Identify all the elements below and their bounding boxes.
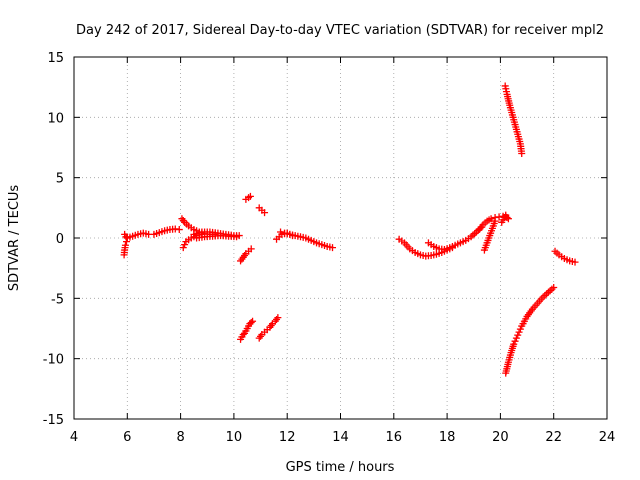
x-tick-label: 24	[599, 430, 616, 445]
data-point	[261, 209, 269, 217]
data-point	[247, 318, 255, 326]
data-point	[548, 285, 556, 293]
y-tick-labels: -15 -10 -5 0 5 10 15	[43, 51, 64, 428]
x-tick-label: 20	[492, 430, 509, 445]
data-point	[476, 225, 484, 233]
data-point	[550, 283, 558, 291]
data-point	[504, 215, 512, 223]
data-point	[239, 331, 247, 339]
data-point	[329, 244, 337, 252]
data-point	[471, 230, 479, 238]
data-point	[516, 325, 524, 333]
y-tick-label: -10	[43, 353, 64, 368]
data-point	[175, 226, 183, 234]
data-points	[120, 82, 579, 377]
data-point	[487, 215, 495, 223]
data-point	[179, 244, 187, 252]
data-point	[546, 287, 554, 295]
data-point	[491, 217, 499, 225]
data-point	[246, 192, 254, 200]
y-tick-label: -15	[43, 413, 64, 428]
y-tick-label: -5	[51, 292, 64, 307]
data-point	[514, 331, 522, 339]
data-point	[181, 241, 189, 249]
data-point	[274, 314, 282, 322]
chart-title: Day 242 of 2017, Sidereal Day-to-day VTE…	[76, 23, 604, 38]
x-tick-label: 4	[70, 430, 78, 445]
x-tick-label: 14	[332, 430, 349, 445]
y-tick-label: 5	[56, 172, 64, 187]
x-tick-label: 16	[386, 430, 403, 445]
data-point	[247, 245, 255, 253]
x-tick-label: 6	[123, 430, 131, 445]
grid-lines	[74, 57, 607, 419]
x-tick-label: 22	[545, 430, 562, 445]
x-tick-label: 12	[279, 430, 296, 445]
y-tick-label: 10	[47, 111, 64, 126]
data-point	[518, 150, 526, 158]
axis-ticks	[73, 56, 608, 420]
data-point	[512, 334, 520, 342]
data-point	[503, 213, 511, 221]
y-tick-label: 0	[56, 232, 64, 247]
data-point	[510, 340, 518, 348]
x-tick-label: 10	[226, 430, 243, 445]
data-point	[543, 290, 551, 298]
data-point	[571, 258, 579, 266]
x-tick-label: 8	[176, 430, 184, 445]
data-point	[544, 288, 552, 296]
data-point	[233, 233, 241, 241]
x-tick-labels: 4 6 8 10 12 14 16 18 20 22 24	[70, 430, 615, 445]
data-point	[277, 228, 285, 236]
x-tick-label: 18	[439, 430, 456, 445]
x-axis-label: GPS time / hours	[286, 460, 395, 475]
data-point	[515, 328, 523, 336]
y-tick-label: 15	[47, 51, 64, 66]
y-axis-label: SDTVAR / TECUs	[7, 185, 22, 292]
data-point	[121, 241, 129, 249]
data-point	[249, 317, 257, 325]
data-point	[511, 337, 519, 345]
